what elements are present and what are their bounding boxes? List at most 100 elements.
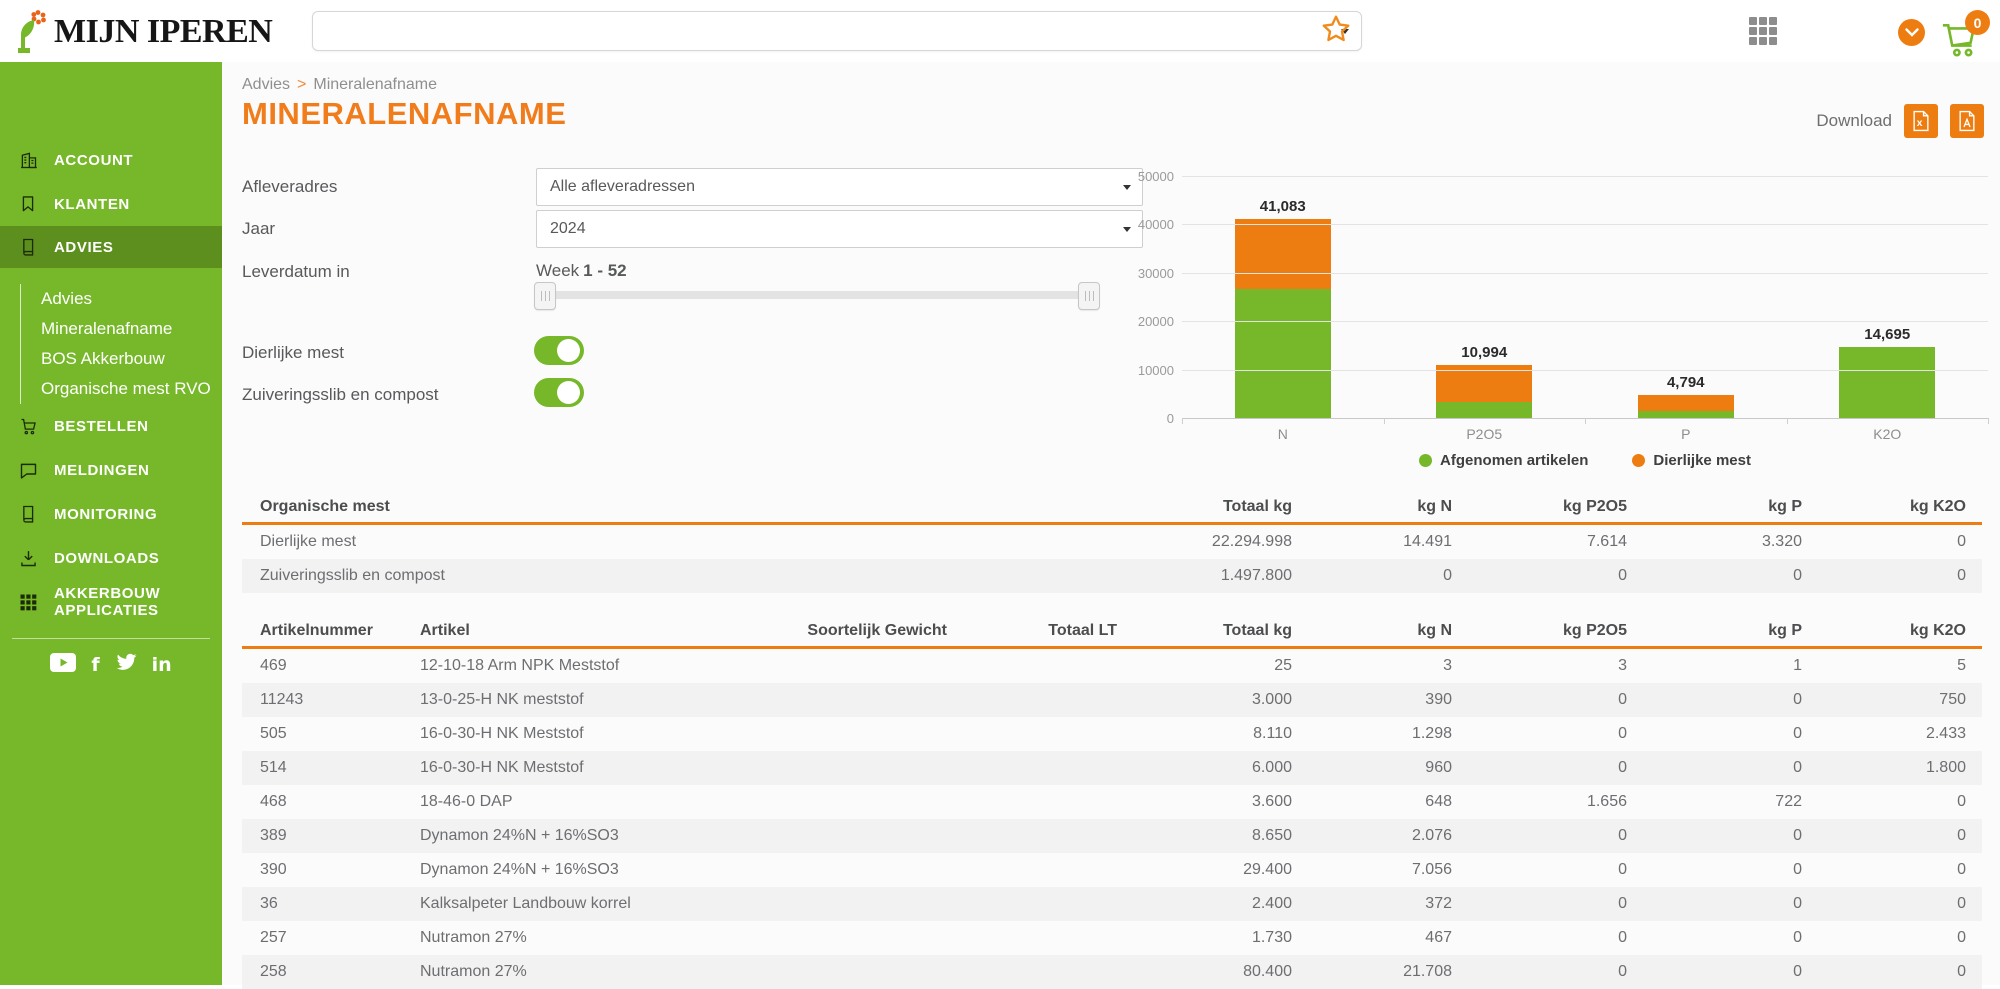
sidebar-item-meldingen[interactable]: MELDINGEN: [0, 448, 222, 492]
x-axis-tick: [1182, 418, 1183, 424]
cell: 0: [1627, 887, 1802, 921]
table-row: 36Kalksalpeter Landbouw korrel2.40037200…: [242, 887, 1982, 921]
cell: 3: [1292, 648, 1452, 684]
bar-value-label: 4,794: [1667, 374, 1705, 391]
jaar-label: Jaar: [242, 219, 275, 239]
cell: 0: [1802, 524, 1982, 560]
jaar-select[interactable]: 2024: [536, 210, 1143, 248]
zuiveringsslib-toggle[interactable]: [534, 378, 584, 407]
sidebar-item-account[interactable]: ACCOUNT: [0, 138, 222, 182]
cell: 467: [1292, 921, 1452, 955]
cell: [737, 819, 947, 853]
sidebar-item-advies[interactable]: ADVIES: [0, 226, 222, 268]
jaar-value: 2024: [550, 220, 586, 238]
table-header-row: Organische mestTotaal kgkg Nkg P2O5kg Pk…: [242, 492, 1982, 524]
bar-k2o: 14,695: [1787, 176, 1989, 418]
dierlijke-mest-toggle-label: Dierlijke mest: [242, 343, 344, 363]
global-search-select[interactable]: [312, 11, 1362, 51]
cell: 0: [1802, 887, 1982, 921]
cell: [737, 887, 947, 921]
main-content: Advies>Mineralenafname MINERALENAFNAME D…: [222, 62, 2000, 985]
dierlijke-mest-toggle[interactable]: [534, 336, 584, 365]
cell: 6.000: [1117, 751, 1292, 785]
leverdatum-week-value: Week1 - 52: [536, 261, 627, 281]
gridline: [1182, 273, 1988, 274]
download-pdf-button[interactable]: [1950, 104, 1984, 138]
twitter-icon[interactable]: [115, 653, 137, 677]
cell: [947, 955, 1117, 989]
cell: 514: [242, 751, 402, 785]
favorite-star-icon[interactable]: [1320, 13, 1352, 50]
sidebar-subitem-mineralenafname[interactable]: Mineralenafname: [41, 314, 222, 344]
cell: [737, 717, 947, 751]
sidebar-subitem-advies[interactable]: Advies: [41, 284, 222, 314]
cell: 648: [1292, 785, 1452, 819]
cell: [947, 853, 1117, 887]
y-axis-label: 50000: [1138, 169, 1174, 184]
account-chevron-icon[interactable]: [1898, 19, 1925, 46]
table-row: 390Dynamon 24%N + 16%SO329.4007.056000: [242, 853, 1982, 887]
bar-n: 41,083: [1182, 176, 1384, 418]
bar-segment-dierlijke-mest: [1235, 219, 1331, 289]
table-row: 258Nutramon 27%80.40021.708000: [242, 955, 1982, 989]
bar-value-label: 10,994: [1461, 344, 1507, 361]
logo[interactable]: MIJN IPEREN: [14, 7, 272, 55]
top-bar: MIJN IPEREN 0: [0, 0, 2000, 62]
sidebar-subitem-bos-akkerbouw[interactable]: BOS Akkerbouw: [41, 344, 222, 374]
afleveradres-label: Afleveradres: [242, 177, 337, 197]
column-header: Totaal kg: [1117, 616, 1292, 648]
sidebar-item-bestellen[interactable]: BESTELLEN: [0, 404, 222, 448]
afleveradres-select[interactable]: Alle afleveradressen: [536, 168, 1143, 206]
breadcrumb-advies[interactable]: Advies: [242, 76, 290, 93]
cell: 16-0-30-H NK Meststof: [402, 717, 737, 751]
app-grid-icon[interactable]: [1748, 16, 1778, 51]
y-axis-label: 10000: [1138, 363, 1174, 378]
cell: [737, 648, 947, 684]
cell: 3.600: [1117, 785, 1292, 819]
breadcrumb-current: Mineralenafname: [313, 76, 437, 93]
cell: 0: [1452, 955, 1627, 989]
slider-handle-right[interactable]: [1078, 282, 1100, 310]
slider-handle-left[interactable]: [534, 282, 556, 310]
cell: 8.110: [1117, 717, 1292, 751]
bar-segment-afgenomen-artikelen: [1235, 289, 1331, 418]
sidebar-item-klanten[interactable]: KLANTEN: [0, 182, 222, 226]
table-row: 1124313-0-25-H NK meststof3.00039000750: [242, 683, 1982, 717]
bar-segment-afgenomen-artikelen: [1436, 402, 1532, 418]
sidebar-item-akkerbouw-applicaties[interactable]: AKKERBOUW APPLICATIES: [0, 580, 222, 624]
svg-text:x: x: [1917, 118, 1923, 129]
cart-icon: [17, 415, 39, 437]
linkedin-icon[interactable]: in: [152, 654, 172, 676]
week-range-slider[interactable]: [536, 291, 1098, 299]
sidebar-item-label: ACCOUNT: [54, 152, 133, 169]
download-excel-button[interactable]: x: [1904, 104, 1938, 138]
table-row: Dierlijke mest22.294.99814.4917.6143.320…: [242, 524, 1982, 560]
y-axis-label: 20000: [1138, 314, 1174, 329]
sidebar-subitem-organische-mest-rvo[interactable]: Organische mest RVO: [41, 374, 222, 404]
gridline: [1182, 370, 1988, 371]
cell: [737, 751, 947, 785]
shopping-cart-icon[interactable]: 0: [1938, 16, 1990, 58]
building-icon: [17, 149, 39, 171]
download-icon: [17, 547, 39, 569]
column-header: Organische mest: [242, 492, 1117, 524]
chart-x-axis: NP2O5PK2O: [1182, 426, 1988, 442]
facebook-icon[interactable]: f: [91, 654, 99, 676]
column-header: Totaal LT: [947, 616, 1117, 648]
sidebar-item-label: KLANTEN: [54, 196, 130, 213]
sidebar-item-downloads[interactable]: DOWNLOADS: [0, 536, 222, 580]
sidebar-item-monitoring[interactable]: MONITORING: [0, 492, 222, 536]
table-row: 51416-0-30-H NK Meststof6.000960001.800: [242, 751, 1982, 785]
y-axis-label: 40000: [1138, 217, 1174, 232]
cell: 22.294.998: [1117, 524, 1292, 560]
cell: 0: [1802, 921, 1982, 955]
gridline: [1182, 321, 1988, 322]
column-header: Artikelnummer: [242, 616, 402, 648]
sidebar-item-label: DOWNLOADS: [54, 550, 159, 567]
cell: Nutramon 27%: [402, 955, 737, 989]
youtube-icon[interactable]: [50, 653, 76, 677]
column-header: Soortelijk Gewicht: [737, 616, 947, 648]
cell: 0: [1452, 921, 1627, 955]
bar-segment-afgenomen-artikelen: [1839, 347, 1935, 418]
table-row: 50516-0-30-H NK Meststof8.1101.298002.43…: [242, 717, 1982, 751]
